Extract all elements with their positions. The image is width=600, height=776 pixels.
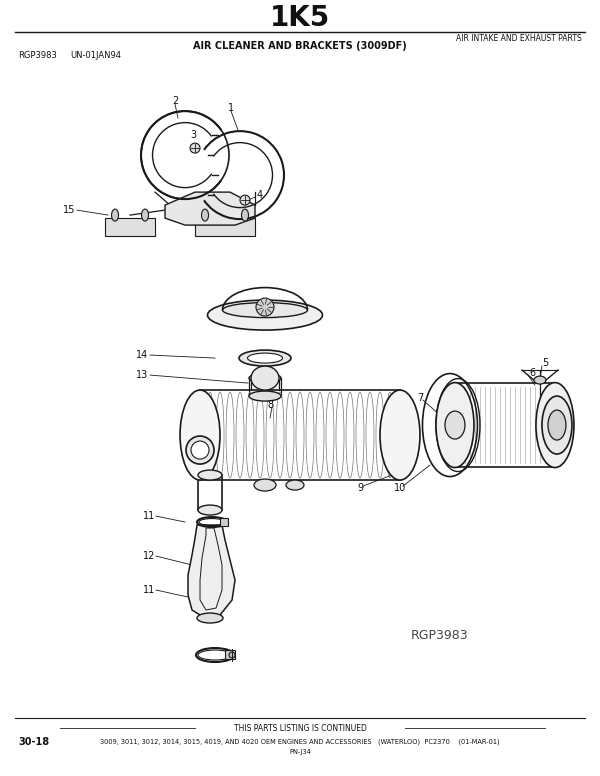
Ellipse shape <box>186 436 214 464</box>
Ellipse shape <box>248 353 283 363</box>
Text: 11: 11 <box>143 511 155 521</box>
Text: UN-01JAN94: UN-01JAN94 <box>70 50 121 60</box>
Text: 12: 12 <box>143 551 155 561</box>
Text: 9: 9 <box>357 483 363 493</box>
Polygon shape <box>165 192 255 225</box>
Text: AIR INTAKE AND EXHAUST PARTS: AIR INTAKE AND EXHAUST PARTS <box>456 33 582 43</box>
Ellipse shape <box>180 390 220 480</box>
Ellipse shape <box>254 479 276 491</box>
Text: 5: 5 <box>542 358 548 368</box>
Text: 1: 1 <box>228 103 234 113</box>
Text: 13: 13 <box>136 370 148 380</box>
Ellipse shape <box>191 441 209 459</box>
Text: RGP3983: RGP3983 <box>411 629 469 642</box>
Ellipse shape <box>239 350 291 366</box>
Ellipse shape <box>542 396 572 454</box>
Ellipse shape <box>197 613 223 623</box>
Ellipse shape <box>112 209 119 221</box>
Bar <box>220 518 228 526</box>
Text: 3009, 3011, 3012, 3014, 3015, 4019, AND 4020 OEM ENGINES AND ACCESSORIES   (WATE: 3009, 3011, 3012, 3014, 3015, 4019, AND … <box>100 739 500 745</box>
Polygon shape <box>188 525 235 618</box>
Text: PN-J34: PN-J34 <box>289 749 311 755</box>
Ellipse shape <box>240 195 250 205</box>
Ellipse shape <box>229 652 235 658</box>
Ellipse shape <box>208 300 322 330</box>
Text: THIS PARTS LISTING IS CONTINUED: THIS PARTS LISTING IS CONTINUED <box>233 723 367 733</box>
Ellipse shape <box>445 411 465 439</box>
Text: 2: 2 <box>172 96 178 106</box>
Text: 4: 4 <box>257 190 263 200</box>
Ellipse shape <box>242 209 248 221</box>
Ellipse shape <box>151 121 219 189</box>
Text: AIR CLEANER AND BRACKETS (3009DF): AIR CLEANER AND BRACKETS (3009DF) <box>193 41 407 51</box>
Text: 8: 8 <box>267 400 273 410</box>
Bar <box>105 218 155 236</box>
Text: RGP3983: RGP3983 <box>18 50 57 60</box>
Text: 7: 7 <box>417 393 423 403</box>
Text: 15: 15 <box>62 205 75 215</box>
Ellipse shape <box>251 366 279 390</box>
Text: 14: 14 <box>136 350 148 360</box>
Text: 30-18: 30-18 <box>18 737 49 747</box>
Text: 6: 6 <box>529 368 535 378</box>
Ellipse shape <box>198 505 222 515</box>
Text: 11: 11 <box>143 585 155 595</box>
Bar <box>225 650 235 659</box>
Ellipse shape <box>190 143 200 153</box>
Ellipse shape <box>436 383 474 468</box>
Ellipse shape <box>548 410 566 440</box>
Ellipse shape <box>223 303 307 317</box>
Ellipse shape <box>198 470 222 480</box>
Ellipse shape <box>256 298 274 316</box>
Ellipse shape <box>249 391 281 401</box>
Ellipse shape <box>202 209 209 221</box>
Ellipse shape <box>286 480 304 490</box>
Text: 1K5: 1K5 <box>270 4 330 32</box>
Text: 10: 10 <box>394 483 406 493</box>
Ellipse shape <box>534 376 546 384</box>
Ellipse shape <box>249 373 281 383</box>
Bar <box>195 218 255 236</box>
Ellipse shape <box>142 209 149 221</box>
Ellipse shape <box>536 383 574 468</box>
Text: 3: 3 <box>190 130 196 140</box>
Ellipse shape <box>380 390 420 480</box>
